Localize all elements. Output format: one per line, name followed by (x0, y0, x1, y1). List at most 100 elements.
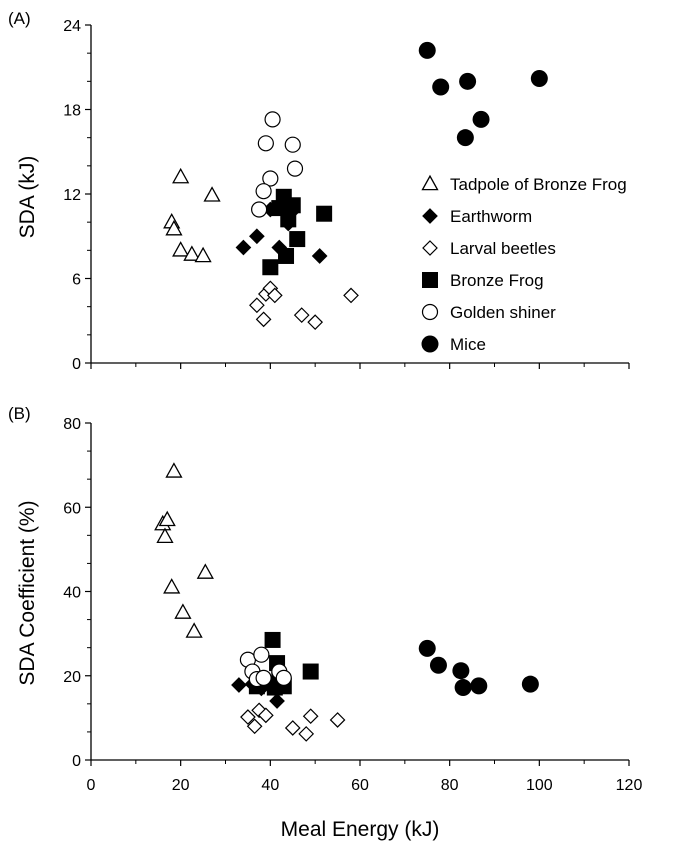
point-bronze-frog (280, 211, 297, 228)
point-golden-shiner (253, 646, 270, 663)
point-mice (429, 656, 447, 674)
point-mice (418, 41, 436, 59)
legend-marker-mice (421, 335, 439, 353)
y-tick-label: 24 (63, 18, 81, 35)
legend-label-larval-beetles: Larval beetles (450, 239, 556, 258)
legend-marker-tadpole-of-bronze-frog (421, 174, 439, 191)
point-tadpole-of-bronze-frog (165, 219, 183, 236)
x-axis-title: Meal Energy (kJ) (281, 818, 440, 841)
panel-a: (A) 0 6 12 18 24 SDA (kJ) Tadpole of Bronze … (8, 9, 630, 373)
point-golden-shiner (251, 201, 268, 218)
point-tadpole-of-bronze-frog (183, 245, 201, 261)
panel-b-y-axis-title: SDA Coefficient (%) (16, 500, 39, 685)
point-tadpole-of-bronze-frog (158, 510, 176, 527)
point-larval-beetles (298, 726, 315, 742)
point-larval-beetles (343, 287, 359, 304)
x-tick-label: 60 (351, 777, 369, 794)
point-golden-shiner (255, 669, 272, 686)
panel-b-label: (B) (8, 404, 31, 423)
point-tadpole-of-bronze-frog (172, 167, 190, 184)
point-bronze-frog (289, 231, 306, 248)
legend: Tadpole of Bronze Frog Earthworm Larval be… (421, 174, 627, 354)
point-larval-beetles (249, 297, 265, 314)
panel-b: (B) 0 20 40 60 80 0 20 40 60 80 100 120 SDA Coeffic… (8, 404, 642, 841)
point-tadpole-of-bronze-frog (156, 527, 174, 544)
point-tadpole-of-bronze-frog (203, 186, 221, 202)
point-mice (452, 662, 470, 680)
point-earthworm (249, 228, 265, 245)
point-tadpole-of-bronze-frog (185, 622, 203, 638)
point-bronze-frog (284, 197, 301, 214)
panel-a-tick-labels: 0 6 12 18 24 (63, 18, 81, 373)
panel-a-label: (A) (8, 9, 31, 28)
x-tick-label: 80 (441, 777, 459, 794)
point-mice (432, 78, 450, 96)
panel-b-tick-labels: 0 20 40 60 80 0 20 40 60 80 100 120 (63, 416, 642, 794)
point-golden-shiner (286, 160, 304, 177)
point-earthworm (311, 248, 328, 264)
point-mice (521, 675, 539, 693)
legend-marker-earthworm (422, 208, 438, 224)
panel-b-markers (154, 462, 539, 742)
point-earthworm (235, 239, 252, 256)
y-tick-label: 0 (72, 753, 81, 770)
x-tick-label: 100 (526, 777, 553, 794)
x-tick-label: 20 (172, 777, 190, 794)
point-tadpole-of-bronze-frog (194, 246, 212, 263)
legend-label-mice: Mice (450, 335, 486, 354)
legend-label-golden-shiner: Golden shiner (450, 303, 556, 322)
point-golden-shiner (255, 183, 272, 200)
legend-marker-bronze-frog (422, 272, 438, 288)
y-tick-label: 60 (63, 500, 81, 517)
x-tick-label: 40 (261, 777, 279, 794)
point-bronze-frog (278, 247, 295, 264)
point-earthworm (269, 693, 285, 709)
point-bronze-frog (264, 631, 281, 648)
legend-marker-golden-shiner (421, 303, 439, 321)
point-larval-beetles (329, 712, 346, 728)
legend-marker-larval-beetles (422, 240, 438, 256)
y-tick-label: 40 (63, 585, 81, 602)
panel-b-axes (85, 422, 630, 766)
point-mice (454, 679, 472, 697)
y-tick-label: 80 (63, 416, 81, 433)
legend-label-earthworm: Earthworm (450, 207, 532, 226)
point-golden-shiner (262, 170, 279, 187)
point-tadpole-of-bronze-frog (174, 603, 192, 619)
point-mice (470, 677, 488, 695)
point-golden-shiner (275, 669, 292, 686)
x-tick-label: 0 (87, 777, 96, 794)
point-bronze-frog (302, 663, 319, 680)
x-tick-label: 120 (616, 777, 643, 794)
point-larval-beetles (258, 707, 274, 724)
legend-label-tadpole-of-bronze-frog: Tadpole of Bronze Frog (450, 175, 627, 194)
y-tick-label: 20 (63, 669, 81, 686)
point-golden-shiner (257, 135, 274, 152)
point-bronze-frog (262, 259, 279, 276)
y-tick-label: 6 (72, 272, 81, 289)
point-tadpole-of-bronze-frog (163, 578, 181, 594)
point-golden-shiner (264, 111, 281, 128)
panel-a-axes (85, 24, 630, 369)
point-larval-beetles (284, 720, 301, 736)
legend-label-bronze-frog: Bronze Frog (450, 271, 544, 290)
point-tadpole-of-bronze-frog (196, 563, 214, 579)
point-golden-shiner (284, 136, 301, 153)
point-larval-beetles (255, 311, 272, 328)
point-tadpole-of-bronze-frog (165, 462, 183, 478)
point-larval-beetles (240, 709, 256, 725)
point-mice (456, 129, 474, 147)
y-tick-label: 18 (63, 103, 81, 120)
point-mice (530, 70, 548, 88)
point-larval-beetles (293, 307, 310, 323)
point-larval-beetles (266, 287, 283, 304)
point-earthworm (231, 677, 247, 693)
point-mice (472, 110, 490, 128)
point-larval-beetles (302, 708, 319, 725)
y-tick-label: 12 (63, 187, 81, 204)
point-mice (418, 639, 436, 657)
point-tadpole-of-bronze-frog (172, 241, 190, 257)
panel-a-y-axis-title: SDA (kJ) (16, 156, 39, 239)
point-bronze-frog (316, 205, 333, 222)
